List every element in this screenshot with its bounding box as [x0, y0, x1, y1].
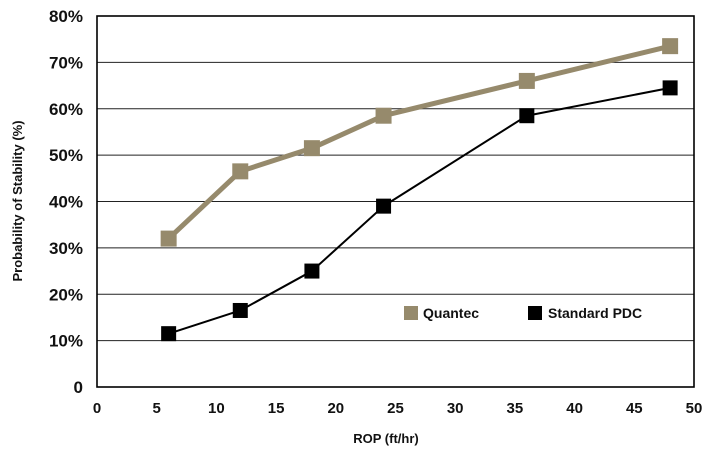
y-tick-label: 20%: [49, 285, 83, 304]
y-tick-labels: 0 10% 20% 30% 40% 50% 60% 70% 80%: [49, 7, 83, 397]
x-tick-label: 35: [507, 400, 524, 417]
data-point-marker: [518, 72, 535, 89]
series-quantec: [160, 38, 679, 247]
y-tick-label: 0: [74, 378, 83, 397]
data-point-marker: [376, 198, 392, 214]
series-line: [166, 43, 671, 241]
data-point-marker: [232, 302, 248, 318]
data-point-marker: [304, 263, 320, 279]
data-point-marker: [303, 140, 320, 157]
x-tick-label: 50: [686, 400, 703, 417]
series-line: [168, 86, 671, 335]
data-point-marker: [662, 80, 678, 96]
data-point-marker: [161, 326, 177, 342]
y-tick-label: 50%: [49, 146, 83, 165]
x-tick-label: 0: [93, 400, 101, 417]
legend: Quantec Standard PDC: [404, 305, 642, 321]
series-lines: [160, 38, 679, 342]
x-axis-title: ROP (ft/hr): [353, 431, 418, 446]
x-tick-labels: 0 5 10 15 20 25 30 35 40 45 50: [93, 400, 703, 417]
x-tick-label: 20: [327, 400, 344, 417]
y-axis-title: Probability of Stability (%): [10, 120, 25, 281]
data-point-marker: [662, 38, 679, 55]
grid-lines: [97, 61, 694, 342]
x-tick-label: 45: [626, 400, 643, 417]
plot-area-frame: [96, 15, 695, 388]
data-point-marker: [519, 108, 535, 124]
data-point-marker: [160, 230, 177, 247]
data-point-marker: [232, 163, 249, 180]
x-tick-label: 15: [268, 400, 285, 417]
x-tick-label: 40: [566, 400, 583, 417]
y-tick-label: 40%: [49, 193, 83, 212]
y-tick-label: 10%: [49, 332, 83, 351]
x-tick-label: 25: [387, 400, 404, 417]
data-point-marker: [375, 107, 392, 124]
legend-label-standard-pdc: Standard PDC: [548, 305, 642, 321]
legend-swatch-quantec: [404, 306, 418, 320]
y-tick-label: 70%: [49, 53, 83, 72]
series-standard-pdc: [161, 80, 678, 342]
y-tick-label: 60%: [49, 100, 83, 119]
y-tick-label: 80%: [49, 7, 83, 26]
legend-label-quantec: Quantec: [423, 305, 479, 321]
x-tick-label: 10: [208, 400, 225, 417]
x-tick-label: 30: [447, 400, 464, 417]
legend-swatch-standard-pdc: [528, 306, 542, 320]
x-tick-label: 5: [153, 400, 161, 417]
y-tick-label: 30%: [49, 239, 83, 258]
